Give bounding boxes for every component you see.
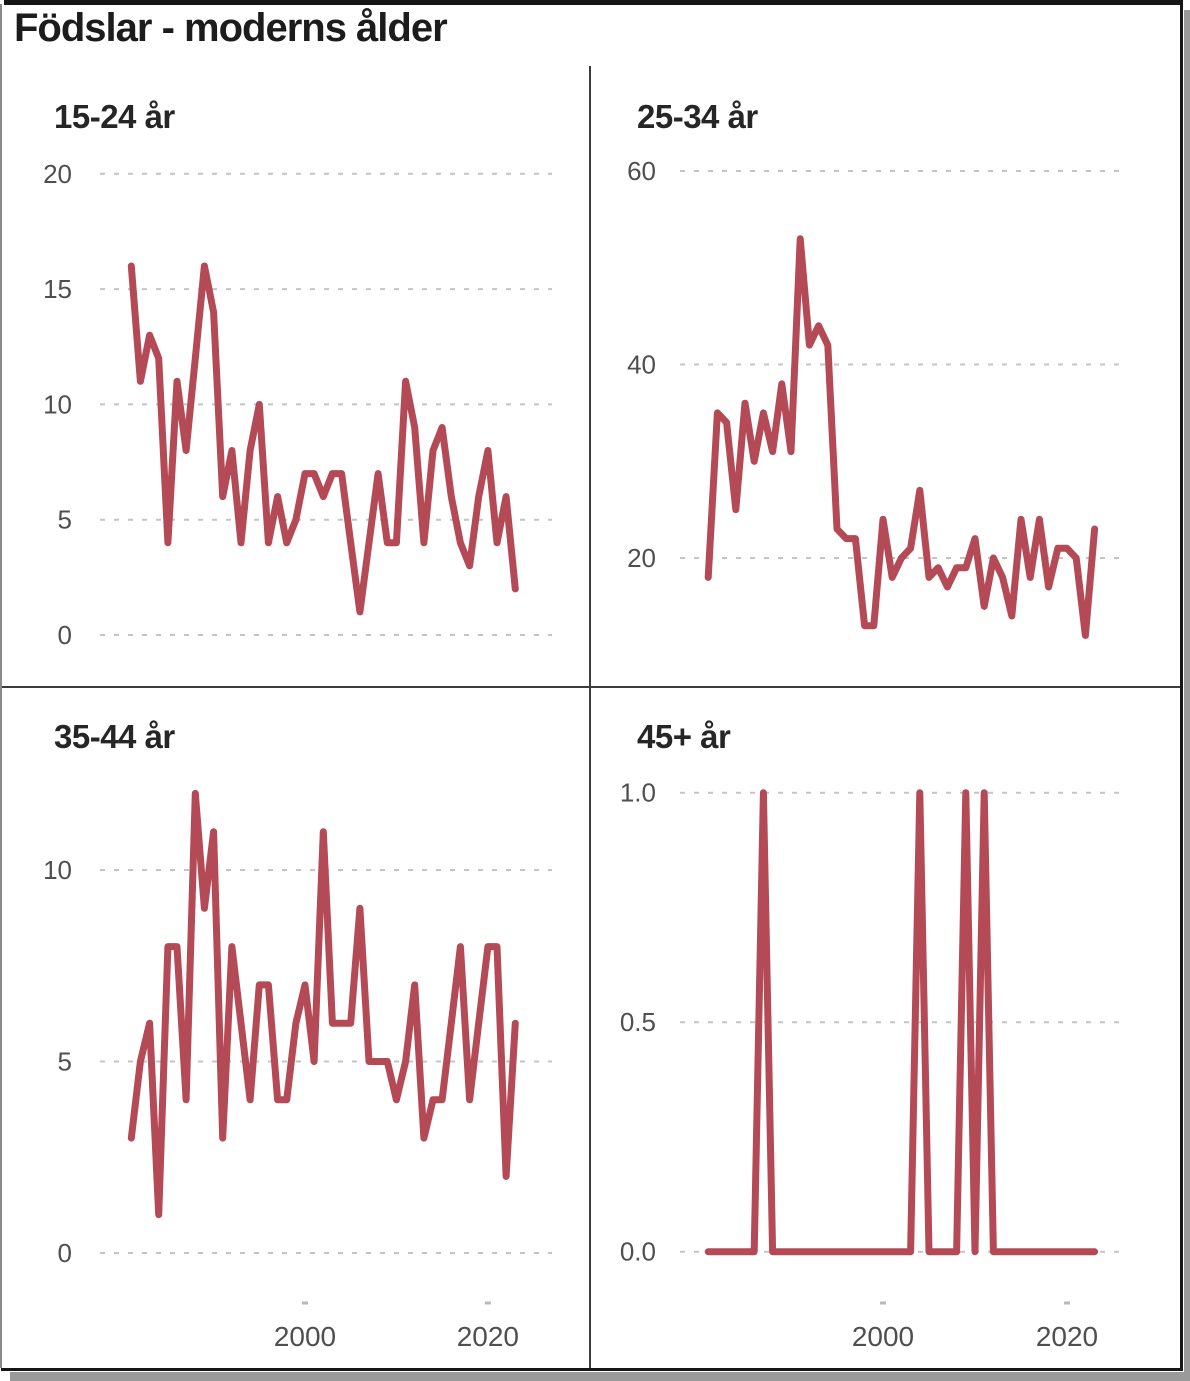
y-tick-label: 20	[627, 543, 656, 573]
window-border-left	[0, 4, 2, 1368]
y-tick-label: 5	[58, 505, 72, 535]
series-line-45+år	[704, 789, 1099, 1256]
y-tick-label: 40	[627, 350, 656, 380]
y-tick-label: 10	[43, 389, 72, 419]
page-title: Födslar - moderns ålder	[14, 6, 448, 50]
facet-title-35-44: 35-44 år	[54, 718, 175, 755]
x-tick-label: 2020	[457, 1321, 519, 1352]
x-tick-label: 2000	[852, 1321, 914, 1352]
series-line-25-34år	[704, 235, 1099, 639]
y-tick-label: 60	[627, 156, 656, 186]
window-border-bottom	[1, 1368, 1183, 1371]
series-line-15-24år	[127, 262, 519, 616]
window-border-top	[4, 0, 1183, 5]
y-tick-label: 1.0	[620, 778, 656, 808]
x-tick-label: 2020	[1036, 1321, 1098, 1352]
y-tick-label: 10	[43, 855, 72, 885]
x-tick-label: 2000	[274, 1321, 336, 1352]
y-tick-label: 0	[58, 1238, 72, 1268]
facet-title-15-24: 15-24 år	[54, 98, 175, 135]
y-tick-label: 0.5	[620, 1007, 656, 1037]
facet-title-25-34: 25-34 år	[637, 98, 758, 135]
y-tick-label: 15	[43, 274, 72, 304]
window-border-right	[1180, 2, 1183, 1371]
facet-divider-vertical	[589, 66, 591, 1368]
y-tick-label: 0	[58, 620, 72, 650]
facet-title-45plus: 45+ år	[637, 718, 731, 755]
window-shadow-right	[1184, 10, 1190, 1381]
y-tick-label: 5	[58, 1047, 72, 1077]
y-tick-label: 0.0	[620, 1237, 656, 1267]
facet-divider-horizontal	[2, 686, 1180, 688]
y-tick-label: 20	[43, 159, 72, 189]
window-shadow-bottom	[10, 1372, 1190, 1381]
series-line-35-44år	[127, 789, 519, 1219]
